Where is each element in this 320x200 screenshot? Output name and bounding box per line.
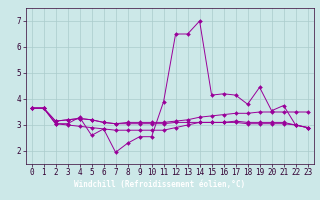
Text: Windchill (Refroidissement éolien,°C): Windchill (Refroidissement éolien,°C)	[75, 180, 245, 188]
